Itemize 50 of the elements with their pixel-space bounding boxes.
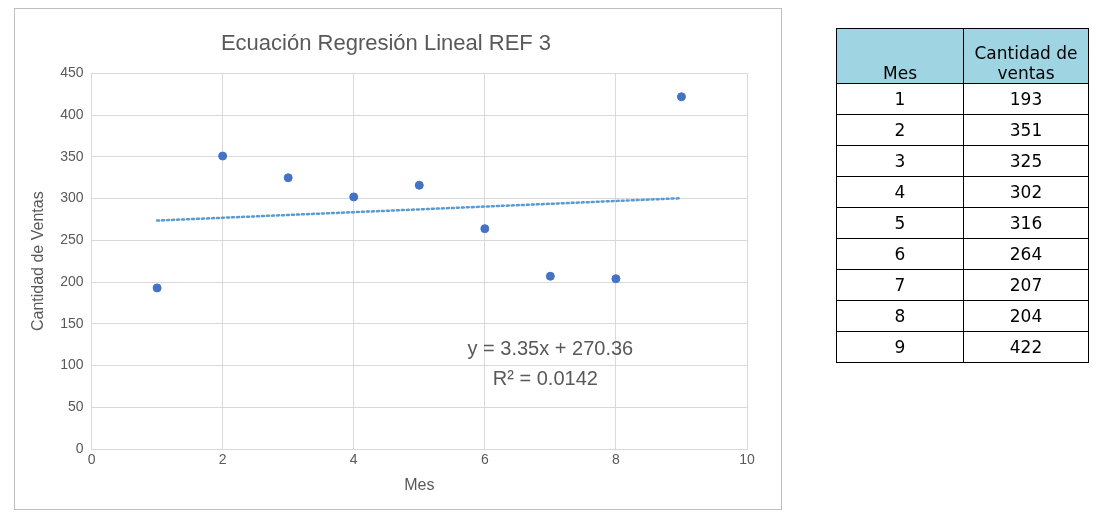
x-tick-label: 4 [349, 451, 358, 468]
data-label: 316 [963, 207, 1089, 239]
y-tick-label: 150 [60, 314, 84, 331]
y-tick-label: 0 [75, 439, 84, 456]
x-tick-label: 6 [480, 451, 489, 468]
x-axis-title: Mes [404, 475, 435, 493]
data-label: 351 [963, 114, 1089, 146]
data-label: 207 [963, 269, 1089, 301]
y-tick-label: 350 [60, 147, 84, 164]
x-tick-label: 10 [739, 451, 755, 468]
y-tick-label: 450 [60, 64, 84, 81]
point [152, 283, 162, 293]
y-tick-label: 6 [836, 238, 964, 270]
chart-title: Ecuación Regresión Lineal REF 3 [220, 30, 552, 56]
point [218, 151, 228, 161]
data-label: 325 [963, 145, 1089, 177]
point [414, 180, 424, 190]
data-label: 193 [963, 83, 1089, 115]
y-tick-label: 300 [60, 189, 84, 206]
data-label: 302 [963, 176, 1089, 208]
y-tick-label: 8 [836, 300, 964, 332]
y-tick-label: 9 [836, 331, 964, 363]
data-label: 422 [963, 331, 1089, 363]
x-tick-label: 2 [218, 451, 227, 468]
point [480, 224, 490, 234]
y-tick-label: 200 [60, 272, 84, 289]
y-tick-label: 7 [836, 269, 964, 301]
annotation: y = 3.35x + 270.36 [467, 336, 634, 359]
data-label: 264 [963, 238, 1089, 270]
x-tick-label: 8 [612, 451, 621, 468]
point [349, 192, 359, 202]
x-tick-label: 0 [87, 451, 96, 468]
data-label: 204 [963, 300, 1089, 332]
y-tick-label: 5 [836, 207, 964, 239]
y-tick-label: 250 [60, 231, 84, 248]
point [283, 173, 293, 183]
x-tick-label: Cantidad de ventas [963, 28, 1089, 84]
y-tick-label: 100 [60, 356, 84, 373]
point [545, 271, 555, 281]
y-axis-title: Mes [836, 28, 964, 84]
y-tick-label: 2 [836, 114, 964, 146]
y-tick-label: 1 [836, 83, 964, 115]
point [676, 92, 686, 102]
y-tick-label: 50 [67, 398, 84, 415]
y-axis-title: Cantidad de Ventas [29, 191, 47, 332]
y-tick-label: 4 [836, 176, 964, 208]
annotation: R² = 0.0142 [492, 367, 598, 390]
y-tick-label: 3 [836, 145, 964, 177]
y-tick-label: 400 [60, 105, 84, 122]
point [611, 274, 621, 284]
